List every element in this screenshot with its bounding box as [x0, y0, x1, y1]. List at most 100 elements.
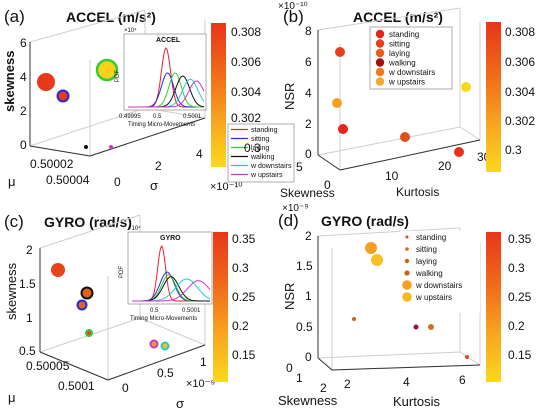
panel-a-mutick-0: 0.50002 [30, 157, 74, 171]
panel-a-ylabel: skewness [2, 51, 17, 112]
panel-d-skewtick-1: 1 [296, 371, 303, 385]
panel-b-skewtick-1: 0 [324, 178, 331, 192]
panel-d-cbtick-4: 0.15 [508, 348, 532, 362]
panel-d-skew-axis [317, 357, 333, 371]
panel-a-cbtick-4: 0.3 [244, 141, 261, 155]
legend-label-1: sitting [251, 136, 269, 143]
inset-a-exp: ×10⁴ [124, 27, 137, 34]
inset-a-xtick-0: 0.49995 [119, 114, 141, 120]
panel-d-legend: standing sitting laying walking w downstairs… [400, 231, 480, 313]
panel-d-ytick-4: 2 [305, 229, 312, 243]
panel-c-mu-axis [39, 351, 109, 381]
inset-a-curves [128, 47, 205, 108]
inset-c-exp: ×10⁴ [128, 225, 141, 232]
legend-d-label-2: laying [416, 257, 437, 266]
panel-a-sigmatick-2: 4 [196, 147, 203, 161]
panel-b-xlabel-kurt: Kurtosis [396, 185, 439, 199]
panel-b-colorbar [486, 22, 501, 172]
panel-a-sigmatick-1: 2 [155, 159, 162, 173]
panel-a-sigma-axis [89, 117, 206, 157]
panel-d-cbtick-3: 0.2 [508, 319, 525, 333]
panel-b-kurttick-1: 20 [438, 159, 452, 173]
panel-d-kurt-axis [331, 364, 481, 371]
panel-c-point-3 [76, 299, 88, 311]
panel-a-ytick-2: 4 [20, 70, 27, 84]
panel-d-letter: (d) [278, 211, 299, 230]
panel-b-cbtick-3: 0.302 [505, 114, 535, 128]
panel-c-point-2 [80, 286, 94, 300]
panel-d-cbtick-0: 0.35 [508, 232, 532, 246]
panel-c-xlabel-sigma: σ [176, 396, 184, 411]
panel-b-cbtick-1: 0.306 [505, 55, 535, 69]
panel-a-colorbar [211, 23, 226, 167]
inset-c-curves [132, 244, 211, 302]
legend-d-label-0: standing [416, 233, 446, 242]
legend-d-marker-0 [405, 235, 409, 239]
panel-c-cbtick-4: 0.15 [232, 348, 256, 362]
panel-d-colorbar [486, 232, 501, 382]
panel-d-ytick-2: 1 [305, 289, 312, 303]
panel-c-cbtick-1: 0.3 [232, 261, 249, 275]
panel-c-colorbar [213, 232, 228, 382]
panel-d-ylabel: NSR [282, 283, 297, 310]
legend-d-marker-4 [402, 280, 412, 290]
panel-a-ytick-0: 0 [20, 138, 27, 152]
inset-c-title: GYRO [160, 235, 181, 242]
panel-c-point-4 [85, 329, 93, 337]
legend-d-label-1: sitting [416, 245, 437, 254]
panel-a-point-4 [84, 145, 88, 149]
panel-b-point-4 [400, 132, 410, 142]
panel-d-point-3 [352, 317, 356, 321]
panel-c-point-5 [149, 339, 159, 349]
inset-c-ylabel: PDF [119, 266, 125, 278]
panel-d-point-6 [465, 355, 469, 359]
panel-b-letter: (b) [283, 7, 304, 26]
panel-b-point-3 [338, 124, 348, 134]
panel-c-inset: GYRO ×10⁴ PDF 0.5 0.5001 Timing Micro-Mo… [119, 225, 213, 322]
legend-d-marker-5 [402, 292, 412, 302]
panel-b-skewtick-0: 5 [296, 160, 303, 174]
legend-b-marker-3 [375, 58, 385, 67]
panel-a-xlabel-mu: μ [8, 174, 16, 189]
legend-b-marker-2 [375, 48, 385, 58]
legend-b-label-3: walking [388, 59, 416, 68]
panel-d-ytick-0: 0 [305, 350, 312, 364]
panel-b-xlabel-skew: Skewness [280, 186, 335, 200]
legend-b-marker-1 [375, 39, 385, 48]
panel-c-title: GYRO (rad/s) [44, 214, 132, 230]
legend-label-2: laying [251, 145, 269, 152]
inset-c-xtick-0: 0.5 [150, 308, 159, 314]
panel-b-kurttick-0: 10 [385, 169, 399, 183]
panel-a: (a) ACCEL (m/s²) skewness 0 2 4 6 0.5000… [2, 7, 295, 193]
panel-c-ytick-2: 1.5 [19, 277, 36, 291]
panel-c-letter: (c) [4, 212, 24, 231]
panel-c-sigmatick-2: 1 [200, 355, 207, 369]
panel-c-sigmatick-0: 0 [122, 381, 129, 395]
panel-d-kurttick-1: 4 [403, 375, 410, 389]
panel-c-mutick-0: 0.50005 [26, 359, 70, 373]
panel-b-kurt-axis [339, 139, 481, 171]
panel-a-cbtick-0: 0.308 [231, 25, 261, 39]
legend-b-label-0: standing [389, 30, 419, 39]
legend-d-marker-2 [404, 258, 410, 264]
inset-c-xlabel: Timing Micro-Movements [130, 316, 197, 322]
panel-d-point-2 [371, 254, 383, 266]
panel-b-cbtick-2: 0.304 [505, 85, 535, 99]
panel-d-kurttick-0: 2 [344, 377, 351, 391]
panel-a-exponent: ×10⁻¹⁰ [210, 181, 243, 193]
panel-d-ytick-3: 1.5 [296, 259, 313, 273]
panel-a-mutick-1: 0.50004 [46, 173, 90, 187]
legend-d-label-4: w downstairs [415, 281, 462, 290]
legend-label-0: standing [251, 127, 278, 134]
panel-d-kurttick-2: 6 [459, 373, 466, 387]
panel-a-title: ACCEL (m/s²) [66, 9, 156, 25]
panel-a-point-1 [37, 73, 55, 91]
panel-b-ytick-3: 6 [305, 55, 312, 69]
panel-b-skew-axis [317, 154, 341, 171]
panel-b-ytick-4: 8 [305, 24, 312, 38]
legend-d-label-3: walking [415, 269, 443, 278]
panel-a-mu-axis [29, 145, 91, 157]
panel-c-point-6 [160, 341, 170, 351]
panel-a-point-2 [56, 89, 70, 103]
panel-b: (b) ×10⁻¹⁰ ACCEL (m/s²) NSR 0 2 4 6 8 5 … [278, 1, 535, 200]
